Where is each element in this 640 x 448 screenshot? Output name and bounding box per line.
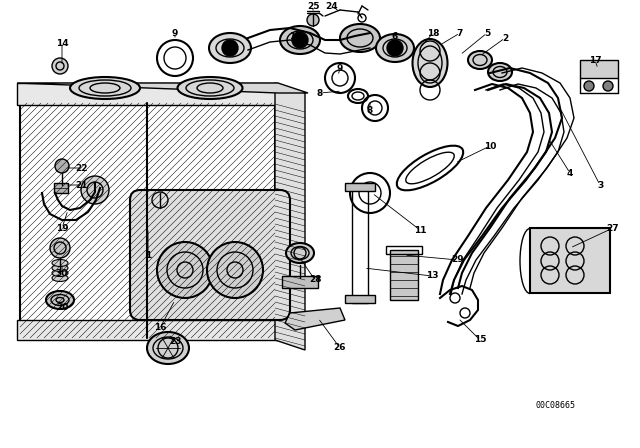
- Text: 8: 8: [317, 89, 323, 98]
- Ellipse shape: [46, 291, 74, 309]
- Ellipse shape: [413, 39, 447, 87]
- Text: 7: 7: [457, 29, 463, 38]
- Circle shape: [292, 32, 308, 48]
- Circle shape: [584, 81, 594, 91]
- Ellipse shape: [468, 51, 492, 69]
- Text: 18: 18: [427, 29, 439, 38]
- Ellipse shape: [177, 77, 243, 99]
- Ellipse shape: [340, 24, 380, 52]
- Text: 17: 17: [589, 56, 602, 65]
- Text: 22: 22: [76, 164, 88, 172]
- Polygon shape: [17, 83, 308, 93]
- Ellipse shape: [209, 33, 251, 63]
- Text: 27: 27: [607, 224, 620, 233]
- Ellipse shape: [376, 34, 414, 62]
- Bar: [580, 60, 618, 78]
- Text: 2: 2: [502, 34, 508, 43]
- Polygon shape: [275, 83, 305, 350]
- Text: 11: 11: [413, 225, 426, 234]
- Text: 8: 8: [367, 105, 373, 115]
- Circle shape: [55, 159, 69, 173]
- Ellipse shape: [70, 77, 140, 99]
- Ellipse shape: [52, 259, 68, 267]
- Ellipse shape: [488, 63, 512, 81]
- Circle shape: [52, 58, 68, 74]
- Bar: [20, 103, 275, 338]
- Polygon shape: [285, 308, 345, 330]
- Ellipse shape: [52, 264, 68, 271]
- Text: 25: 25: [307, 1, 319, 10]
- Text: 4: 4: [567, 168, 573, 177]
- Bar: [345, 295, 375, 303]
- Bar: [352, 183, 368, 303]
- Circle shape: [603, 81, 613, 91]
- Text: 30: 30: [56, 268, 68, 277]
- Text: 23: 23: [169, 337, 181, 346]
- Circle shape: [222, 40, 238, 56]
- Text: 00C08665: 00C08665: [535, 401, 575, 410]
- Text: 10: 10: [484, 142, 496, 151]
- Text: 20: 20: [56, 303, 68, 313]
- Bar: [17, 320, 278, 340]
- Text: 14: 14: [56, 39, 68, 47]
- Text: 9: 9: [337, 64, 343, 73]
- Circle shape: [157, 242, 213, 298]
- Circle shape: [387, 40, 403, 56]
- FancyBboxPatch shape: [130, 190, 290, 320]
- Bar: [530, 228, 610, 293]
- Text: 19: 19: [56, 224, 68, 233]
- Text: 9: 9: [172, 29, 178, 38]
- Ellipse shape: [52, 275, 68, 281]
- Text: 13: 13: [426, 271, 438, 280]
- Text: 6: 6: [392, 31, 398, 40]
- Circle shape: [207, 242, 263, 298]
- Bar: [54, 183, 68, 193]
- Bar: [386, 246, 422, 254]
- Text: 16: 16: [154, 323, 166, 332]
- Bar: [390, 250, 418, 300]
- Circle shape: [50, 238, 70, 258]
- Text: 21: 21: [76, 181, 88, 190]
- Text: 26: 26: [333, 344, 346, 353]
- Text: 1: 1: [145, 251, 151, 260]
- Bar: [345, 183, 375, 191]
- Bar: [17, 83, 278, 105]
- Ellipse shape: [280, 26, 320, 54]
- Ellipse shape: [286, 243, 314, 263]
- Circle shape: [81, 176, 109, 204]
- Text: 24: 24: [326, 1, 339, 10]
- Ellipse shape: [52, 270, 68, 276]
- Circle shape: [307, 14, 319, 26]
- Text: 12: 12: [289, 31, 301, 40]
- Text: 3: 3: [597, 181, 603, 190]
- Ellipse shape: [147, 332, 189, 364]
- Text: 28: 28: [308, 276, 321, 284]
- Text: 15: 15: [474, 336, 486, 345]
- Bar: [282, 276, 318, 288]
- Text: 5: 5: [484, 29, 490, 38]
- Text: 29: 29: [452, 255, 464, 264]
